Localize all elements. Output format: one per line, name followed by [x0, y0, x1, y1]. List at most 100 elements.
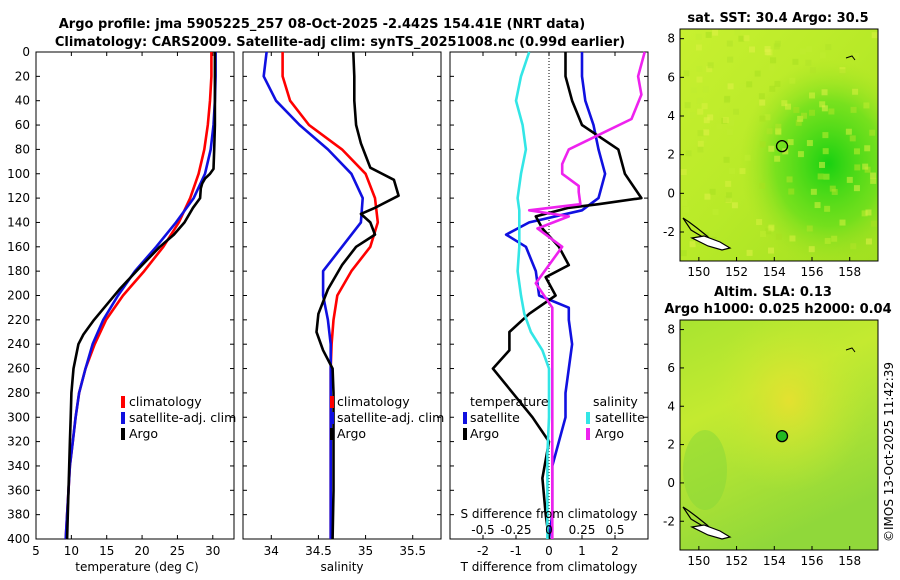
- sst-pixel: [797, 115, 804, 122]
- x-tick-label: 2: [611, 544, 619, 558]
- sst-pixel: [809, 67, 816, 74]
- sst-map-frame: [679, 28, 879, 262]
- title-line-2: Climatology: CARS2009. Satellite-adj cli…: [55, 35, 625, 50]
- sst-pixel: [768, 224, 775, 231]
- s-tick-label: -0.25: [500, 523, 531, 537]
- x-tick-label: 156: [801, 554, 824, 568]
- sst-pixel: [690, 87, 697, 94]
- sst-pixel: [870, 177, 877, 184]
- x-tick-label: 25: [170, 544, 185, 558]
- y-tick-label: 280: [7, 386, 30, 400]
- sst-pixel: [864, 145, 871, 152]
- y-tick-label: 100: [7, 167, 30, 181]
- s-difference-xlabel: S difference from climatology: [461, 507, 638, 521]
- s-tick-label: 0.25: [569, 523, 596, 537]
- sst-pixel: [863, 102, 870, 109]
- y-tick-label: -2: [663, 514, 675, 528]
- sst-pixel: [795, 119, 802, 126]
- sst-pixel: [689, 112, 696, 119]
- sst-pixel: [806, 46, 813, 53]
- credit-stamp: ©IMOS 13-Oct-2025 11:42:39: [882, 362, 896, 542]
- legend-swatch-satellite: [121, 412, 125, 424]
- x-tick-label: 156: [801, 265, 824, 279]
- x-tick-label: 30: [205, 544, 220, 558]
- x-tick-label: 5: [32, 544, 40, 558]
- y-tick-label: 260: [7, 362, 30, 376]
- y-tick-label: 60: [15, 118, 30, 132]
- sst-pixel: [700, 137, 707, 144]
- sst-pixel: [726, 129, 733, 136]
- salinity-panel: 34 34.5 35 35.5 salinity climatology satell…: [242, 51, 444, 574]
- legend-satellite: satellite-adj. clim: [129, 410, 236, 425]
- series-salinity-satellite: [514, 51, 551, 539]
- x-tick-label: 10: [64, 544, 79, 558]
- sst-pixel: [768, 247, 775, 254]
- y-tick-label: 200: [7, 289, 30, 303]
- sst-pixel: [799, 48, 806, 55]
- sla-low-patch: [683, 430, 727, 510]
- sst-pixel: [731, 202, 738, 209]
- sst-pixel: [754, 70, 761, 77]
- sst-pixel: [697, 140, 704, 147]
- sst-pixel: [723, 97, 730, 104]
- series-temperature-satellite: [504, 52, 607, 540]
- legend-climatology: climatology: [129, 394, 202, 409]
- sst-pixel: [822, 132, 829, 139]
- sst-pixel: [808, 92, 815, 99]
- argo-location-marker: [775, 139, 789, 153]
- legend-swatch-satellite: [330, 412, 334, 424]
- sst-pixel: [846, 176, 853, 183]
- y-tick-label: 140: [7, 215, 30, 229]
- t-difference-xlabel: T difference from climatology: [460, 560, 638, 574]
- x-tick-label: -2: [477, 544, 489, 558]
- y-tick-label: 6: [667, 70, 675, 84]
- sst-pixel: [853, 185, 860, 192]
- legend-satellite: satellite-adj. clim: [337, 410, 444, 425]
- sst-pixel: [849, 135, 856, 142]
- sst-pixel: [701, 103, 708, 110]
- sst-pixel: [862, 163, 869, 170]
- sst-pixel: [696, 76, 703, 83]
- sst-pixel: [722, 117, 729, 124]
- sst-pixel: [725, 180, 732, 187]
- x-tick-label: 150: [687, 265, 710, 279]
- sst-pixel: [689, 241, 696, 248]
- y-tick-label: 40: [15, 94, 30, 108]
- sst-pixel: [759, 115, 766, 122]
- sst-pixel: [850, 106, 857, 113]
- islet-sst: [845, 55, 856, 61]
- y-tick-label: 220: [7, 313, 30, 327]
- sst-pixel: [744, 154, 751, 161]
- legend-s-argo: Argo: [595, 426, 624, 441]
- sst-pixel: [746, 81, 753, 88]
- sst-pixel: [871, 32, 878, 39]
- sst-pixel: [831, 235, 838, 242]
- y-tick-label: 6: [667, 361, 675, 375]
- sst-pixel: [825, 44, 832, 51]
- sst-pixel: [703, 129, 710, 136]
- x-tick-label: 35: [358, 544, 373, 558]
- sla-map-subtitle: Argo h1000: 0.025 h2000: 0.04: [664, 302, 891, 317]
- sst-map-panel: sat. SST: 30.4 Argo: 30.5 150 152 154 156 15…: [663, 11, 879, 279]
- sst-pixel: [870, 172, 877, 179]
- sla-map-panel: Altim. SLA: 0.13 Argo h1000: 0.025 h2000…: [663, 285, 892, 568]
- sst-pixel: [684, 102, 691, 109]
- sst-pixel: [681, 110, 688, 117]
- sst-pixel: [726, 40, 733, 47]
- x-tick-label: -1: [510, 544, 522, 558]
- sst-pixel: [801, 112, 808, 119]
- temperature-xlabel: temperature (deg C): [75, 560, 198, 574]
- legend-climatology: climatology: [337, 394, 410, 409]
- sst-pixel: [759, 99, 766, 106]
- legend-swatch-argo: [330, 428, 334, 440]
- y-tick-label: 180: [7, 264, 30, 278]
- y-tick-label: 0: [667, 186, 675, 200]
- sst-pixel: [758, 93, 765, 100]
- sst-pixel: [726, 192, 733, 199]
- sst-pixel: [788, 188, 795, 195]
- sst-pixel: [704, 193, 711, 200]
- x-tick-label: 20: [134, 544, 149, 558]
- legend-t-argo: Argo: [470, 426, 499, 441]
- temperature-panel: 0 20 40 60 80 100 120 140 160 180 200 220 240 260 280 3…: [7, 45, 236, 574]
